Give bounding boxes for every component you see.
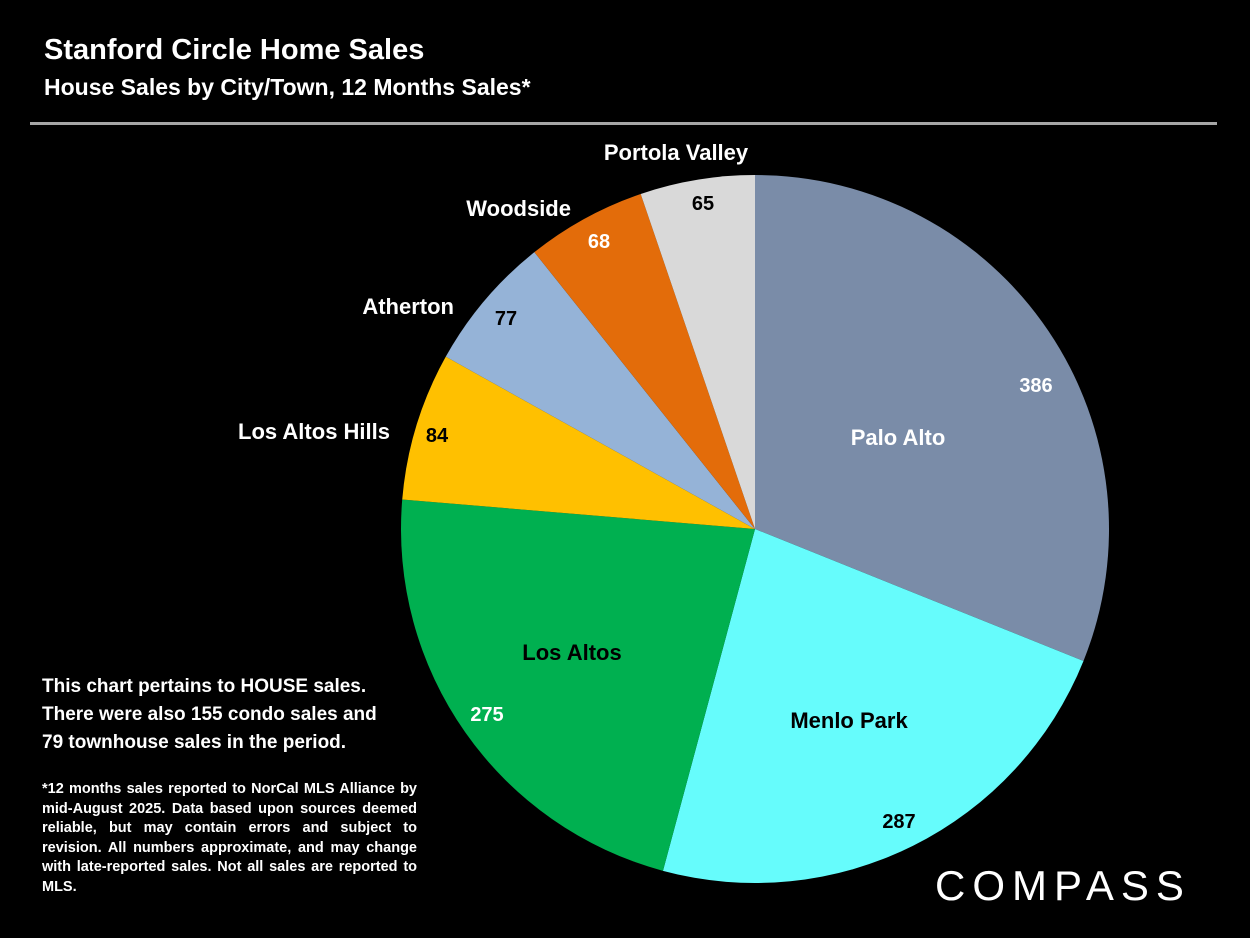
slice-label-palo-alto: Palo Alto <box>851 425 946 450</box>
slice-label-los-altos-hills: Los Altos Hills <box>238 419 390 444</box>
pie-slice-atherton <box>445 252 755 529</box>
house-sales-note: This chart pertains to HOUSE sales. Ther… <box>42 676 377 753</box>
pie-slice-menlo-park <box>662 529 1084 883</box>
slice-value-los-altos-hills: 84 <box>426 425 449 447</box>
slice-label-menlo-park: Menlo Park <box>790 708 908 733</box>
title-divider <box>30 122 1217 125</box>
compass-logo: COMPASS <box>935 862 1191 909</box>
pie-slice-portola-valley <box>640 175 755 529</box>
slice-value-woodside: 68 <box>588 231 610 253</box>
slice-value-portola-valley: 65 <box>692 193 714 215</box>
pie-slice-woodside <box>534 193 755 529</box>
footnote: *12 months sales reported to NorCal MLS … <box>42 781 417 895</box>
slice-value-atherton: 77 <box>495 308 517 330</box>
slice-label-woodside: Woodside <box>466 196 571 221</box>
slice-value-palo-alto: 386 <box>1019 375 1052 397</box>
page-title: Stanford Circle Home Sales <box>44 34 425 66</box>
pie-slice-los-altos <box>400 499 755 871</box>
slice-value-los-altos: 275 <box>470 704 503 726</box>
slice-label-portola-valley: Portola Valley <box>604 140 749 165</box>
slice-label-los-altos: Los Altos <box>522 640 621 665</box>
slice-label-atherton: Atherton <box>362 294 454 319</box>
page-subtitle: House Sales by City/Town, 12 Months Sale… <box>44 74 531 100</box>
pie-slice-los-altos-hills <box>402 356 755 529</box>
pie-slice-palo-alto <box>755 175 1110 661</box>
slice-value-menlo-park: 287 <box>882 811 915 833</box>
